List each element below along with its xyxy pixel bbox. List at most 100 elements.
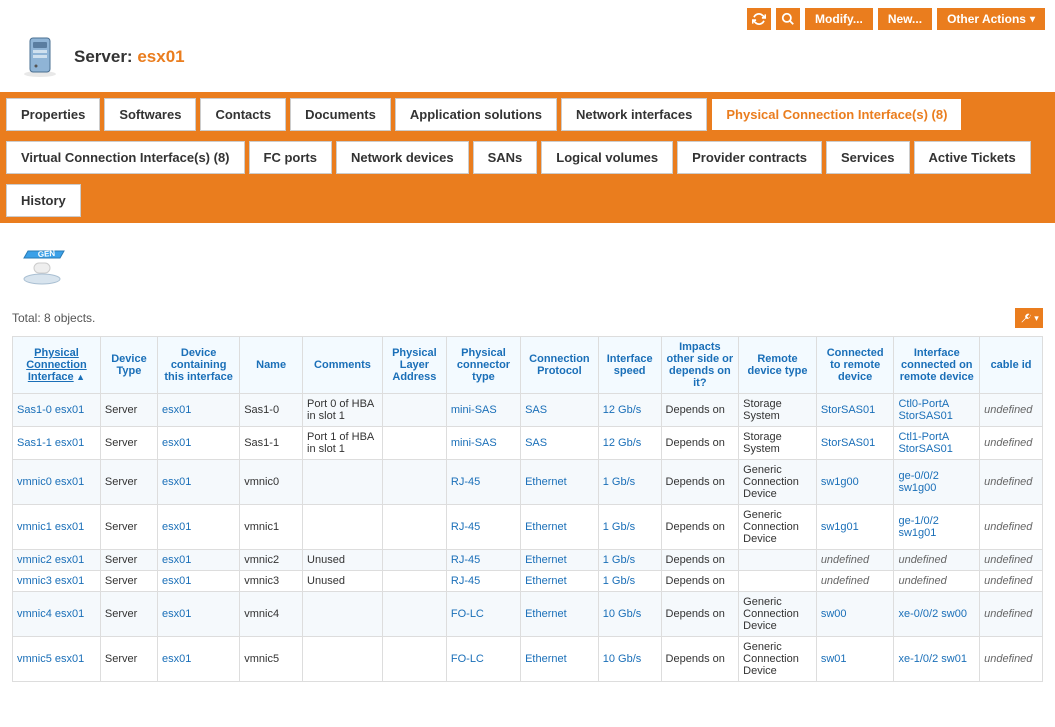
cell-ctype[interactable]: RJ-45 xyxy=(446,571,520,592)
cell-ctype[interactable]: mini-SAS xyxy=(446,394,520,427)
cell-iface[interactable]: vmnic1 esx01 xyxy=(13,505,101,550)
col-header[interactable]: Device containing this interface xyxy=(158,337,240,394)
cell-iface[interactable]: vmnic3 esx01 xyxy=(13,571,101,592)
cell-pla xyxy=(382,505,446,550)
modify-button[interactable]: Modify... xyxy=(805,8,873,30)
cell-riface[interactable]: xe-0/0/2 sw00 xyxy=(894,592,980,637)
col-header[interactable]: Interface speed xyxy=(598,337,661,394)
tab-history[interactable]: History xyxy=(6,184,81,217)
tab-services[interactable]: Services xyxy=(826,141,910,174)
cell-speed[interactable]: 1 Gb/s xyxy=(598,505,661,550)
cell-remote[interactable]: sw1g01 xyxy=(816,505,894,550)
cell-ctype[interactable]: FO-LC xyxy=(446,592,520,637)
cell-iface[interactable]: vmnic4 esx01 xyxy=(13,592,101,637)
cell-dcont[interactable]: esx01 xyxy=(158,592,240,637)
cell-speed[interactable]: 12 Gb/s xyxy=(598,427,661,460)
cell-cable: undefined xyxy=(980,550,1043,571)
col-header[interactable]: Remote device type xyxy=(739,337,817,394)
col-header[interactable]: Interface connected on remote device xyxy=(894,337,980,394)
table-tools-button[interactable]: ▾ xyxy=(1015,308,1043,328)
cell-speed[interactable]: 10 Gb/s xyxy=(598,592,661,637)
cell-speed[interactable]: 1 Gb/s xyxy=(598,460,661,505)
tab-contacts[interactable]: Contacts xyxy=(200,98,286,131)
cell-proto[interactable]: SAS xyxy=(521,394,599,427)
cell-proto[interactable]: Ethernet xyxy=(521,637,599,682)
cell-riface[interactable]: Ctl0-PortA StorSAS01 xyxy=(894,394,980,427)
col-header[interactable]: Impacts other side or depends on it? xyxy=(661,337,739,394)
cell-ctype[interactable]: RJ-45 xyxy=(446,550,520,571)
interfaces-table: Physical Connection Interface ▲Device Ty… xyxy=(12,336,1043,682)
cell-speed[interactable]: 1 Gb/s xyxy=(598,571,661,592)
cell-comments: Port 0 of HBA in slot 1 xyxy=(303,394,383,427)
col-header[interactable]: Name xyxy=(240,337,303,394)
new-button[interactable]: New... xyxy=(878,8,932,30)
col-header[interactable]: Comments xyxy=(303,337,383,394)
cell-proto[interactable]: Ethernet xyxy=(521,571,599,592)
cell-dcont[interactable]: esx01 xyxy=(158,460,240,505)
col-header[interactable]: Device Type xyxy=(100,337,157,394)
cell-dcont[interactable]: esx01 xyxy=(158,571,240,592)
table-row: Sas1-1 esx01Serveresx01Sas1-1Port 1 of H… xyxy=(13,427,1043,460)
tab-documents[interactable]: Documents xyxy=(290,98,391,131)
cell-remote[interactable]: StorSAS01 xyxy=(816,394,894,427)
cell-dcont[interactable]: esx01 xyxy=(158,550,240,571)
cell-dcont[interactable]: esx01 xyxy=(158,394,240,427)
cell-remote[interactable]: sw00 xyxy=(816,592,894,637)
tab-network-devices[interactable]: Network devices xyxy=(336,141,469,174)
cell-riface[interactable]: Ctl1-PortA StorSAS01 xyxy=(894,427,980,460)
refresh-button[interactable] xyxy=(747,8,771,30)
tab-content: GEN Total: 8 objects. ▾ Physical Connect… xyxy=(0,223,1055,696)
search-button[interactable] xyxy=(776,8,800,30)
cell-cable: undefined xyxy=(980,427,1043,460)
cell-cable: undefined xyxy=(980,571,1043,592)
tab-virtual-connection-interface-s-8[interactable]: Virtual Connection Interface(s) (8) xyxy=(6,141,245,174)
cell-iface[interactable]: vmnic0 esx01 xyxy=(13,460,101,505)
col-header[interactable]: Connected to remote device xyxy=(816,337,894,394)
col-header[interactable]: cable id xyxy=(980,337,1043,394)
col-header[interactable]: Connection Protocol xyxy=(521,337,599,394)
cell-proto[interactable]: Ethernet xyxy=(521,592,599,637)
cell-iface[interactable]: Sas1-0 esx01 xyxy=(13,394,101,427)
cell-proto[interactable]: Ethernet xyxy=(521,505,599,550)
tab-sans[interactable]: SANs xyxy=(473,141,538,174)
col-header[interactable]: Physical connector type xyxy=(446,337,520,394)
tab-network-interfaces[interactable]: Network interfaces xyxy=(561,98,707,131)
cell-ctype[interactable]: FO-LC xyxy=(446,637,520,682)
col-header[interactable]: Physical Connection Interface ▲ xyxy=(13,337,101,394)
cell-remote[interactable]: sw01 xyxy=(816,637,894,682)
wrench-icon xyxy=(1019,312,1033,324)
tab-softwares[interactable]: Softwares xyxy=(104,98,196,131)
cell-proto[interactable]: SAS xyxy=(521,427,599,460)
cell-riface[interactable]: ge-0/0/2 sw1g00 xyxy=(894,460,980,505)
cell-dcont[interactable]: esx01 xyxy=(158,637,240,682)
cell-speed[interactable]: 12 Gb/s xyxy=(598,394,661,427)
cell-proto[interactable]: Ethernet xyxy=(521,460,599,505)
cell-dcont[interactable]: esx01 xyxy=(158,505,240,550)
col-header[interactable]: Physical Layer Address xyxy=(382,337,446,394)
cell-iface[interactable]: vmnic2 esx01 xyxy=(13,550,101,571)
cell-ctype[interactable]: mini-SAS xyxy=(446,427,520,460)
cell-proto[interactable]: Ethernet xyxy=(521,550,599,571)
tab-properties[interactable]: Properties xyxy=(6,98,100,131)
cell-dcont[interactable]: esx01 xyxy=(158,427,240,460)
cell-ctype[interactable]: RJ-45 xyxy=(446,460,520,505)
cell-remote[interactable]: sw1g00 xyxy=(816,460,894,505)
cell-speed[interactable]: 10 Gb/s xyxy=(598,637,661,682)
cell-dtype: Server xyxy=(100,592,157,637)
cell-ctype[interactable]: RJ-45 xyxy=(446,505,520,550)
chevron-down-icon: ▾ xyxy=(1030,14,1035,25)
tab-application-solutions[interactable]: Application solutions xyxy=(395,98,557,131)
other-actions-label: Other Actions xyxy=(947,12,1026,26)
tab-active-tickets[interactable]: Active Tickets xyxy=(914,141,1031,174)
cell-speed[interactable]: 1 Gb/s xyxy=(598,550,661,571)
cell-iface[interactable]: Sas1-1 esx01 xyxy=(13,427,101,460)
tab-fc-ports[interactable]: FC ports xyxy=(249,141,332,174)
tab-provider-contracts[interactable]: Provider contracts xyxy=(677,141,822,174)
cell-iface[interactable]: vmnic5 esx01 xyxy=(13,637,101,682)
cell-riface[interactable]: xe-1/0/2 sw01 xyxy=(894,637,980,682)
cell-riface[interactable]: ge-1/0/2 sw1g01 xyxy=(894,505,980,550)
cell-remote[interactable]: StorSAS01 xyxy=(816,427,894,460)
other-actions-button[interactable]: Other Actions ▾ xyxy=(937,8,1045,30)
tab-logical-volumes[interactable]: Logical volumes xyxy=(541,141,673,174)
tab-physical-connection-interface-s-8[interactable]: Physical Connection Interface(s) (8) xyxy=(711,98,962,131)
